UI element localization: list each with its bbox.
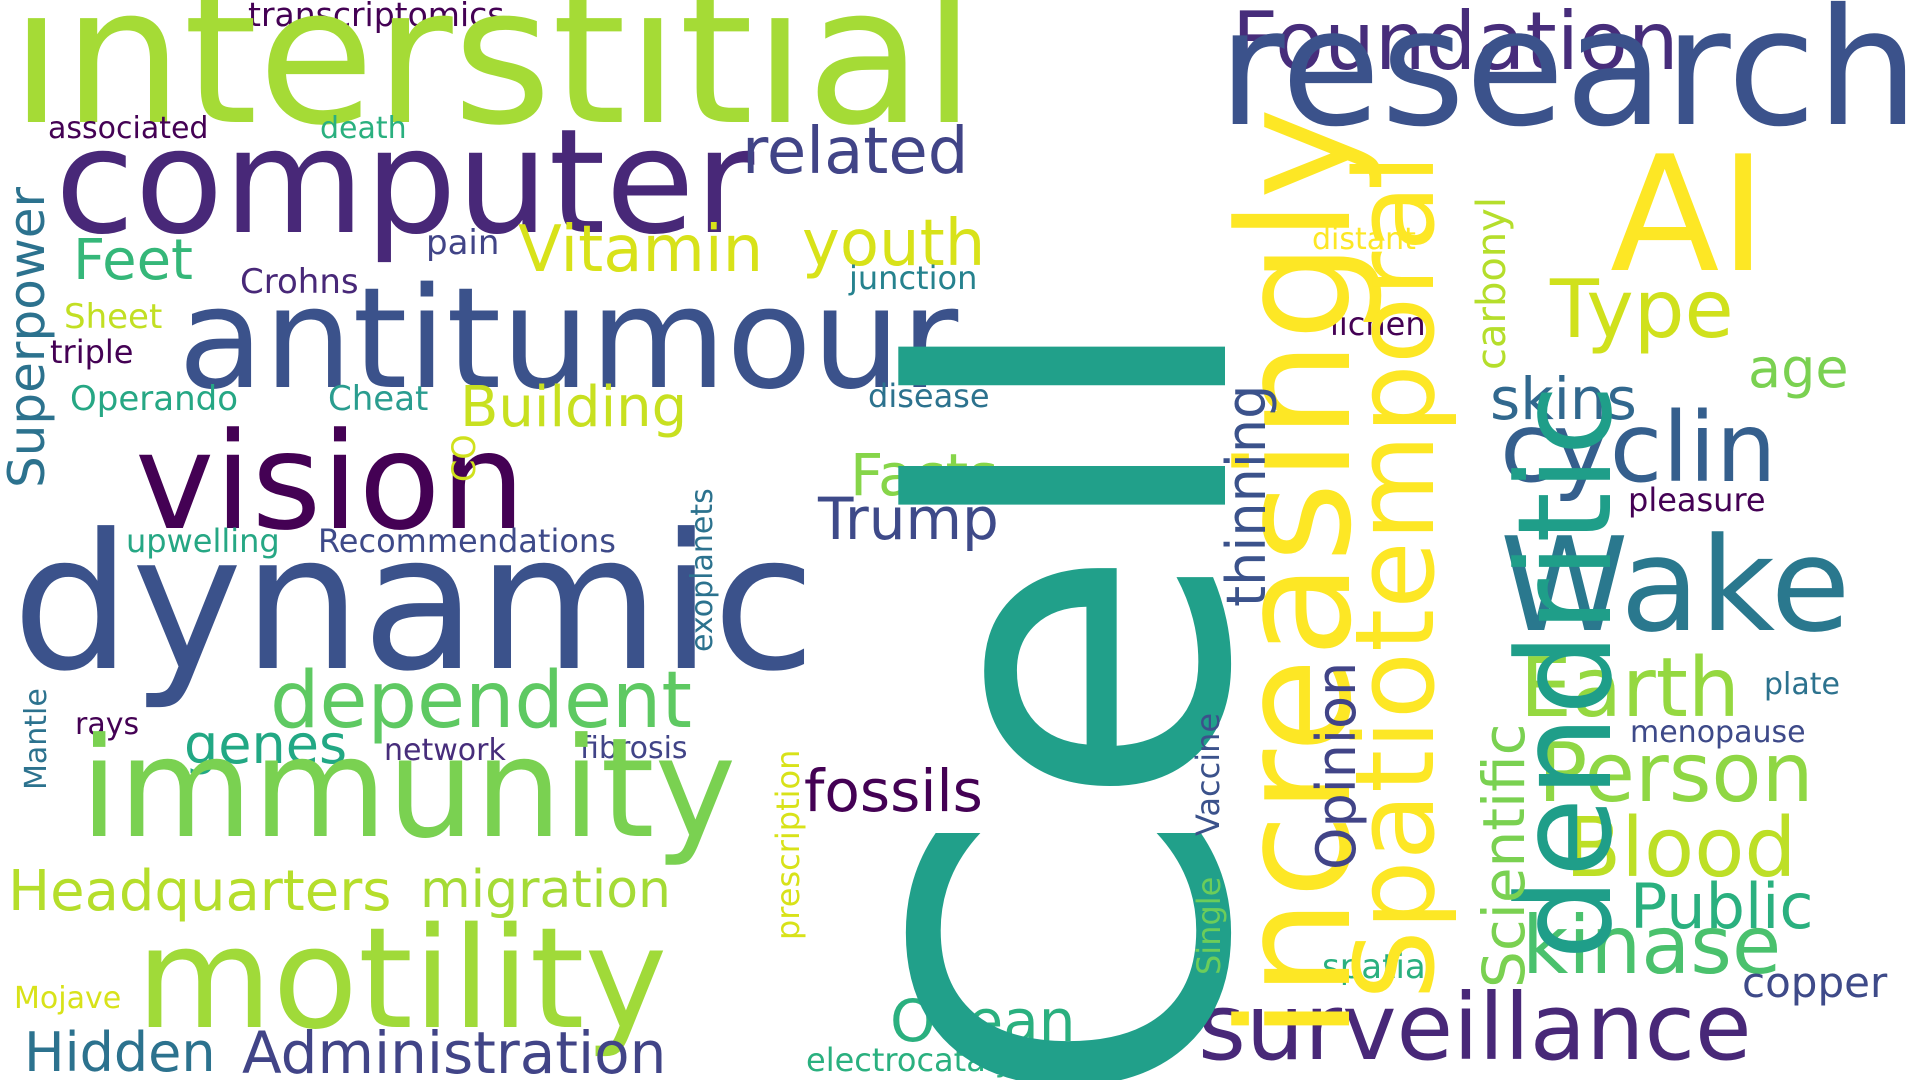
word-disease: disease — [868, 377, 990, 415]
word-vision: vision — [135, 404, 526, 560]
word-skins: skins — [1490, 365, 1637, 433]
word-immunity: immunity — [80, 708, 737, 869]
word-pain: pain — [426, 223, 500, 263]
word-junction: junction — [849, 259, 978, 297]
word-hidden: Hidden — [24, 1021, 216, 1080]
word-administration: Administration — [242, 1019, 667, 1080]
word-vitamin: Vitamin — [518, 213, 764, 287]
word-death: death — [320, 111, 407, 146]
word-single: Single — [1190, 876, 1228, 975]
word-fossils: fossils — [804, 757, 983, 825]
word-rays: rays — [75, 707, 140, 742]
word-trump: Trump — [818, 485, 999, 553]
word-building: Building — [460, 375, 688, 440]
word-foundation: Foundation — [1232, 0, 1679, 88]
word-prescription: prescription — [769, 749, 807, 940]
word-kinase: kinase — [1522, 899, 1782, 992]
word-carbonyl: carbonyl — [1469, 197, 1515, 370]
word-dependent: dependent — [270, 656, 692, 746]
word-surveillance: surveillance — [1198, 974, 1752, 1080]
word-facts: Facts — [850, 441, 999, 509]
word-dynamic: dynamic — [12, 494, 816, 713]
word-recommendations: Recommendations — [318, 522, 616, 560]
word-fibrosis: fibrosis — [580, 731, 688, 766]
word-mantle: Mantle — [19, 688, 54, 790]
word-crohns: Crohns — [240, 262, 359, 302]
word-distant: distant — [1312, 222, 1416, 257]
word-transcriptomics: transcriptomics — [248, 0, 505, 34]
word-associated: associated — [48, 111, 209, 146]
word-lichen: lichen — [1330, 305, 1426, 343]
word-blood: Blood — [1565, 801, 1797, 896]
word-opinion: Opinion — [1305, 661, 1368, 870]
word-computer: computer — [55, 98, 755, 267]
word-triple: triple — [50, 333, 134, 371]
word-electrocatalytic: electrocatalytic — [806, 1041, 1053, 1079]
word-sheet: Sheet — [64, 297, 163, 337]
word-age: age — [1748, 337, 1849, 400]
word-exoplanets: exoplanets — [685, 488, 720, 652]
word-co: CO — [445, 434, 483, 482]
word-cyclin: cyclin — [1500, 392, 1777, 504]
word-related: related — [742, 115, 969, 189]
word-copper: copper — [1742, 958, 1888, 1007]
word-wake: Wake — [1500, 509, 1851, 661]
word-public: Public — [1630, 870, 1814, 943]
word-headquarters: Headquarters — [8, 859, 392, 924]
word-feet: Feet — [73, 228, 194, 293]
word-spatial: spatial — [1322, 947, 1436, 987]
word-scientific: Scientific — [1470, 723, 1538, 988]
word-genes: genes — [184, 713, 348, 776]
word-network: network — [384, 733, 506, 768]
word-plate: plate — [1764, 667, 1840, 702]
word-type: Type — [1550, 263, 1734, 356]
word-research: research — [1218, 0, 1919, 163]
word-youth: youth — [802, 207, 986, 281]
word-superpower: Superpower — [0, 186, 56, 488]
word-mojave: Mojave — [14, 981, 122, 1016]
word-pleasure: pleasure — [1628, 481, 1766, 519]
word-antitumour: antitumour — [178, 258, 959, 421]
word-motility: motility — [136, 898, 668, 1061]
word-interstitial: interstitial — [10, 0, 976, 167]
word-person: Person — [1538, 726, 1814, 821]
word-menopause: menopause — [1630, 715, 1806, 750]
word-vaccine: Vaccine — [1189, 712, 1227, 836]
word-cheat: Cheat — [328, 379, 429, 419]
word-earth: Earth — [1520, 641, 1740, 736]
word-ocean: Ocean — [890, 987, 1076, 1055]
word-spatiotemporal: Spatiotemporal — [1331, 153, 1459, 1000]
word-thinning: thinning — [1215, 384, 1278, 607]
word-upwelling: upwelling — [126, 522, 280, 560]
word-migration: migration — [420, 860, 671, 920]
word-operando: Operando — [70, 379, 239, 419]
word-ai: AI — [1610, 121, 1767, 308]
